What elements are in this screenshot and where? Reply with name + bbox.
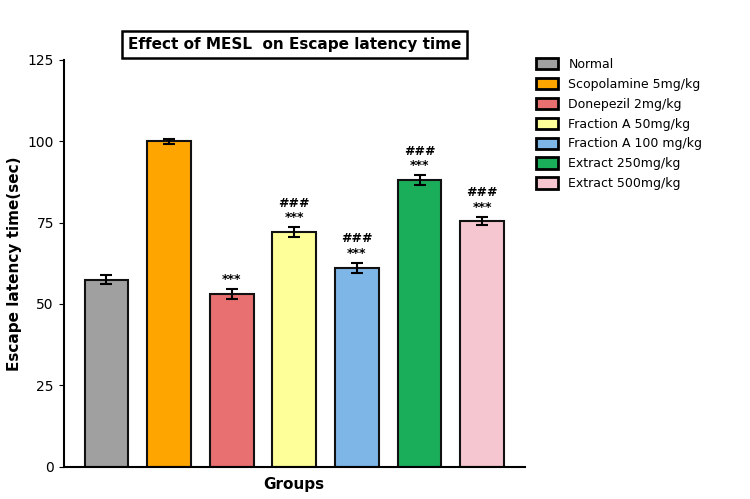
Text: ***: *** [284,211,304,224]
Bar [460,221,504,467]
Bar [272,233,316,467]
Title: Effect of MESL  on Escape latency time: Effect of MESL on Escape latency time [128,37,461,52]
Legend: Normal, Scopolamine 5mg/kg, Donepezil 2mg/kg, Fraction A 50mg/kg, Fraction A 100: Normal, Scopolamine 5mg/kg, Donepezil 2m… [530,52,709,197]
Y-axis label: Escape latency time(sec): Escape latency time(sec) [7,156,22,371]
Text: ***: *** [222,273,242,286]
Bar [147,141,191,467]
Text: ###: ### [404,145,435,158]
Text: ***: *** [472,201,492,214]
Bar [335,268,379,467]
Text: ###: ### [466,186,498,199]
Bar [398,180,442,467]
Text: ***: *** [347,247,367,260]
Text: ***: *** [410,159,429,172]
Bar [85,279,128,467]
Bar [210,294,254,467]
X-axis label: Groups: Groups [264,477,325,492]
Text: ###: ### [341,233,373,246]
Text: ###: ### [278,197,310,210]
